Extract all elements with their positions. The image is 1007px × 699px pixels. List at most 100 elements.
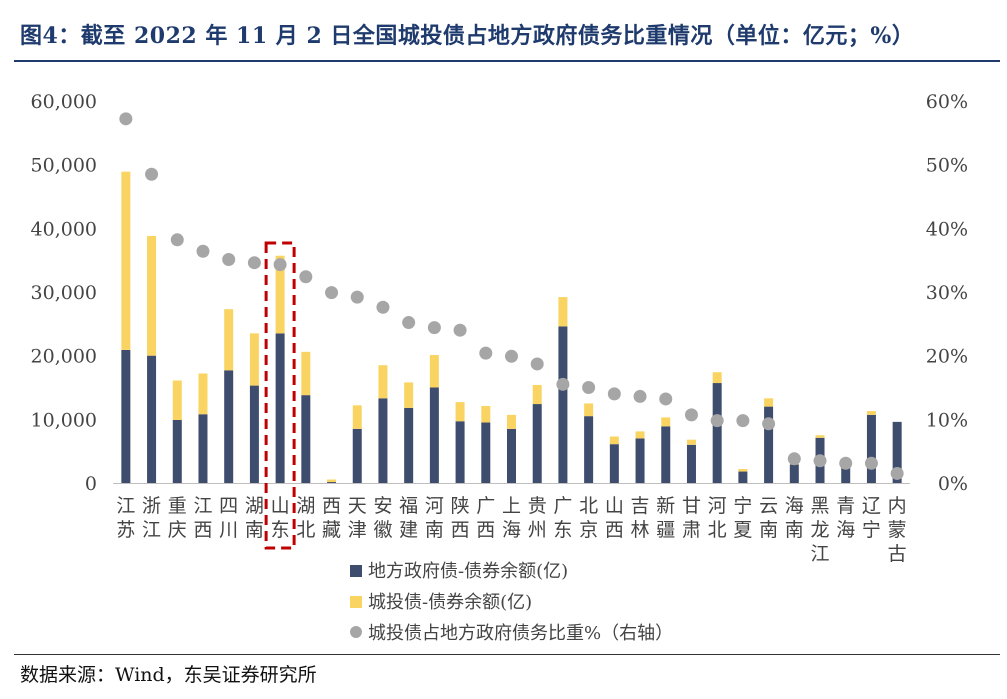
bar-local-gov (172, 419, 182, 483)
bar-local-gov (584, 416, 594, 483)
category-label: 宁夏 (733, 495, 752, 541)
chart-title: 图4：截至 2022 年 11 月 2 日全国城投债占地方政府债务比重情况（单位… (20, 23, 915, 49)
bar-chengtou (558, 297, 568, 327)
bar-local-gov (507, 428, 516, 483)
left-y-axis: 0 10,000 20,000 30,000 40,000 50,000 60,000 (31, 91, 97, 495)
bar-chengtou (172, 380, 182, 420)
category-label: 云南 (759, 495, 778, 541)
ratio-point (453, 323, 467, 337)
bar-local-gov (301, 395, 311, 483)
category-label: 河北 (708, 495, 727, 541)
ratio-point (402, 316, 416, 330)
left-tick-label: 0 (85, 473, 97, 495)
bar-chengtou (275, 255, 285, 334)
bar-local-gov (249, 385, 259, 483)
ratio-point (530, 357, 544, 371)
left-tick-label: 40,000 (31, 218, 97, 240)
category-label: 辽宁 (862, 495, 881, 541)
category-label: 甘肃 (682, 495, 701, 541)
bar-chengtou (507, 414, 516, 429)
right-tick-label: 40% (926, 218, 968, 240)
bar-chengtou (147, 235, 157, 356)
bar-local-gov (635, 438, 645, 483)
chart-canvas: 0 10,000 20,000 30,000 40,000 50,000 60,000 0%… (31, 91, 968, 644)
ratio-point (299, 270, 313, 284)
bar-chengtou (224, 309, 234, 371)
bar-local-gov (789, 464, 799, 483)
category-label: 江苏 (116, 495, 135, 541)
category-label: 广东 (553, 495, 572, 541)
legend-item-ratio: 城投债占地方政府债务比重%（右轴） (350, 623, 673, 644)
ratio-point (813, 454, 827, 468)
category-label: 吉林 (631, 495, 650, 541)
ratio-point (479, 346, 493, 360)
bar-local-gov (198, 414, 208, 483)
ratio-point (607, 387, 621, 401)
bar-local-gov (866, 414, 876, 483)
bar-chengtou (866, 411, 876, 415)
legend-swatch-local-gov (350, 565, 362, 577)
bar-local-gov (147, 355, 157, 483)
category-label: 湖北 (296, 495, 315, 541)
category-label: 湖南 (245, 495, 264, 541)
highlight-box (264, 241, 296, 550)
ratio-point (325, 286, 339, 300)
legend-swatch-chengtou (350, 596, 362, 608)
bar-chengtou (404, 382, 414, 408)
bar-local-gov (764, 406, 774, 483)
category-label: 河南 (425, 495, 444, 541)
right-y-axis: 0% 10% 20% 30% 40% 50% 60% (926, 91, 968, 495)
ratio-point (582, 381, 596, 394)
x-axis-labels: 江苏浙江重庆江西四川湖南山东湖北西藏天津安徽福建河南陕西广西上海贵州广东北京山西… (116, 495, 906, 565)
left-tick-label: 50,000 (31, 155, 97, 177)
right-tick-label: 0% (938, 473, 968, 495)
bar-local-gov (712, 383, 722, 483)
bar-chengtou (609, 436, 619, 445)
right-tick-label: 30% (926, 282, 968, 304)
bar-local-gov (661, 426, 671, 483)
bar-chengtou (121, 171, 131, 350)
ratio-point (710, 414, 724, 428)
legend-label-ratio: 城投债占地方政府债务比重%（右轴） (368, 623, 673, 644)
bar-chengtou (532, 384, 542, 405)
ratio-point (556, 377, 570, 391)
category-label: 重庆 (168, 495, 187, 541)
bar-local-gov (609, 444, 619, 483)
bar-local-gov (327, 482, 337, 483)
legend-label-chengtou: 城投债-债券余额(亿) (368, 592, 532, 613)
category-label: 青海 (836, 495, 855, 541)
bar-chengtou (481, 405, 491, 423)
ratio-point (273, 258, 287, 272)
ratio-point (170, 233, 184, 247)
bar-local-gov (275, 333, 285, 483)
ratio-point (350, 290, 364, 304)
legend-swatch-ratio (350, 626, 362, 638)
category-label: 四川 (219, 495, 238, 541)
bar-local-gov (404, 407, 414, 483)
ratio-point (376, 300, 390, 314)
bar-local-gov (455, 421, 465, 483)
category-label: 福建 (399, 495, 418, 541)
category-label: 广西 (476, 495, 495, 541)
bar-chengtou (815, 435, 825, 438)
bar-chengtou (738, 468, 748, 472)
bar-local-gov (378, 398, 388, 483)
bar-local-gov (429, 387, 439, 483)
ratio-point (505, 349, 518, 363)
title-divider (14, 60, 1000, 62)
category-label: 江西 (193, 495, 212, 541)
bar-local-gov (686, 444, 696, 483)
bar-local-gov (352, 428, 362, 483)
legend-item-chengtou: 城投债-债券余额(亿) (350, 592, 532, 613)
right-tick-label: 20% (926, 346, 968, 368)
ratio-point (222, 253, 236, 267)
category-label: 浙江 (142, 495, 161, 541)
bar-local-gov (892, 421, 902, 483)
bar-chengtou (198, 373, 208, 415)
source-note: 数据来源：Wind，东吴证券研究所 (20, 664, 317, 686)
bar-chengtou (429, 355, 439, 388)
ratio-point (145, 167, 159, 181)
bar-local-gov (224, 370, 234, 483)
left-tick-label: 20,000 (31, 346, 97, 368)
category-label: 西藏 (322, 495, 341, 541)
